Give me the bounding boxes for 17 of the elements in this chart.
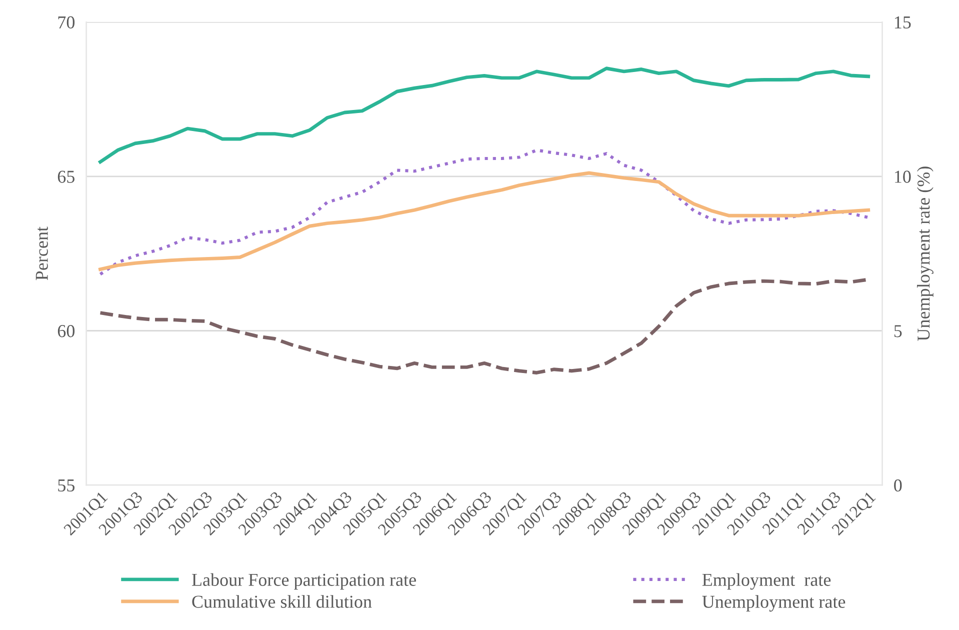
legend-label: Unemployment rate [702,595,846,612]
legend-label: Employment rate [702,573,831,590]
y-axis-title: Percent [36,226,48,280]
y2-tick-label: 15 [894,16,911,28]
line-series [98,171,870,272]
y-tick-label: 65 [58,170,74,183]
legend-label: Labour Force participation rate [192,573,416,590]
y-tick-label: 60 [58,325,75,338]
y2-tick-label: 10 [894,170,911,183]
y2-tick-label: 5 [894,325,902,338]
legend-label: Cumulative skill dilution [192,595,372,608]
line-series [98,66,870,164]
y2-tick-label: 0 [894,479,902,492]
y-tick-label: 55 [58,480,74,492]
y2-axis-title: Unemployment rate (%) [917,166,934,341]
y-tick-label: 70 [58,16,75,28]
line-series [98,148,870,276]
